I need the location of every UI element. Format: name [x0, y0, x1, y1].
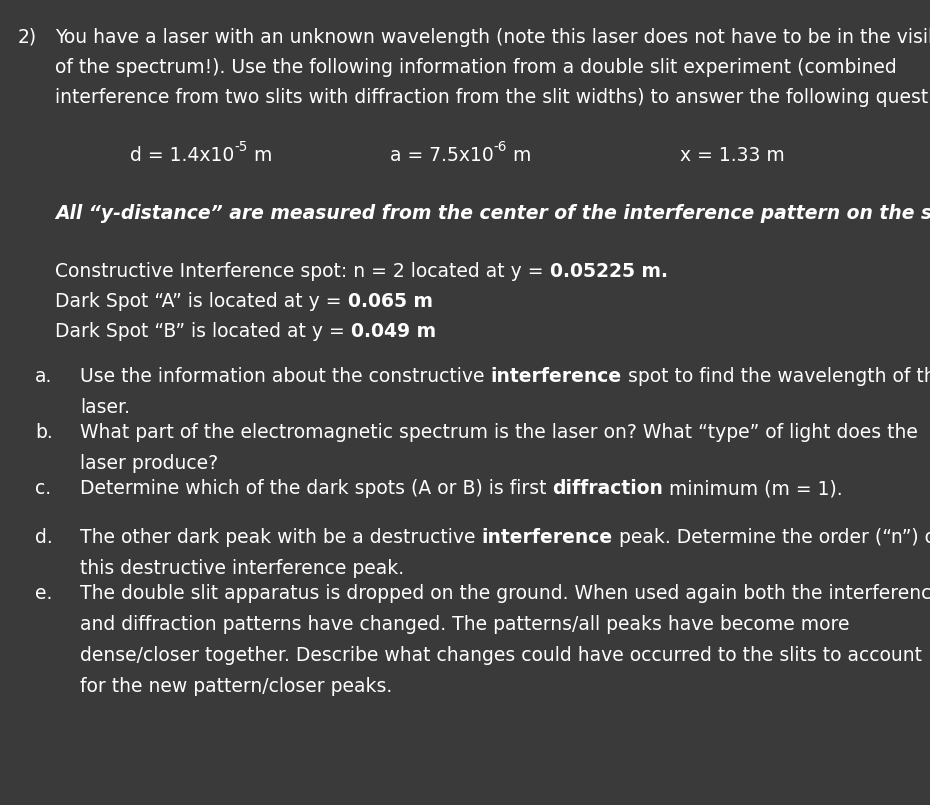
Text: for the new pattern/closer peaks.: for the new pattern/closer peaks. [80, 677, 392, 696]
Text: You have a laser with an unknown wavelength (note this laser does not have to be: You have a laser with an unknown wavelen… [55, 28, 930, 47]
Text: this destructive interference peak.: this destructive interference peak. [80, 559, 405, 578]
Text: All “y-distance” are measured from the center of the interference pattern on the: All “y-distance” are measured from the c… [55, 204, 930, 223]
Text: minimum (m = 1).: minimum (m = 1). [663, 479, 843, 498]
Text: -6: -6 [494, 140, 507, 154]
Text: interference from two slits with diffraction from the slit widths) to answer the: interference from two slits with diffrac… [55, 88, 930, 107]
Text: of the spectrum!). Use the following information from a double slit experiment (: of the spectrum!). Use the following inf… [55, 58, 897, 77]
Text: Determine which of the dark spots (A or B) is first: Determine which of the dark spots (A or … [80, 479, 552, 498]
Text: peak. Determine the order (“n”) of: peak. Determine the order (“n”) of [613, 528, 930, 547]
Text: interference: interference [490, 367, 621, 386]
Text: What part of the electromagnetic spectrum is the laser on? What “type” of light : What part of the electromagnetic spectru… [80, 423, 918, 442]
Text: d = 1.4x10: d = 1.4x10 [130, 146, 234, 165]
Text: interference: interference [482, 528, 613, 547]
Text: 0.065 m: 0.065 m [348, 292, 432, 311]
Text: spot to find the wavelength of the: spot to find the wavelength of the [621, 367, 930, 386]
Text: m: m [507, 146, 532, 165]
Text: The double slit apparatus is dropped on the ground. When used again both the int: The double slit apparatus is dropped on … [80, 584, 930, 603]
Text: a = 7.5x10: a = 7.5x10 [390, 146, 494, 165]
Text: e.: e. [35, 584, 52, 603]
Text: The other dark peak with be a destructive: The other dark peak with be a destructiv… [80, 528, 482, 547]
Text: laser.: laser. [80, 398, 130, 417]
Text: a.: a. [35, 367, 52, 386]
Text: 2): 2) [18, 28, 37, 47]
Text: and diffraction patterns have changed. The patterns/all peaks have become more: and diffraction patterns have changed. T… [80, 615, 849, 634]
Text: -5: -5 [234, 140, 247, 154]
Text: d.: d. [35, 528, 53, 547]
Text: m: m [247, 146, 272, 165]
Text: 0.05225 m.: 0.05225 m. [550, 262, 668, 281]
Text: laser produce?: laser produce? [80, 454, 219, 473]
Text: b.: b. [35, 423, 53, 442]
Text: diffraction: diffraction [552, 479, 663, 498]
Text: dense/closer together. Describe what changes could have occurred to the slits to: dense/closer together. Describe what cha… [80, 646, 922, 665]
Text: Dark Spot “A” is located at y =: Dark Spot “A” is located at y = [55, 292, 348, 311]
Text: Dark Spot “B” is located at y =: Dark Spot “B” is located at y = [55, 322, 351, 341]
Text: x = 1.33 m: x = 1.33 m [680, 146, 785, 165]
Text: Use the information about the constructive: Use the information about the constructi… [80, 367, 490, 386]
Text: c.: c. [35, 479, 51, 498]
Text: Constructive Interference spot: n = 2 located at y =: Constructive Interference spot: n = 2 lo… [55, 262, 550, 281]
Text: 0.049 m: 0.049 m [351, 322, 436, 341]
